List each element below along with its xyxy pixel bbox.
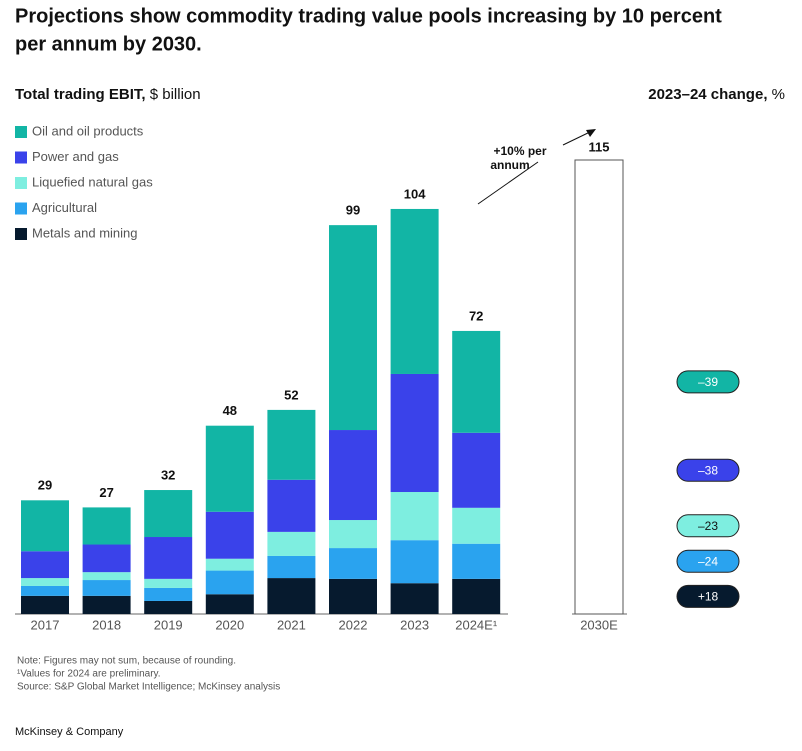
legend-swatch: [15, 126, 27, 138]
bar-segment: [329, 430, 377, 521]
legend-swatch: [15, 202, 27, 215]
bar-segment: [329, 225, 377, 431]
bar-segment: [21, 578, 69, 586]
change-pill: [676, 549, 740, 573]
legend-label: Metals and mining: [32, 225, 138, 240]
bar-segment: [82, 572, 131, 581]
change-pill: [676, 458, 740, 482]
bar-segment: [21, 500, 69, 552]
projection-total: 115: [589, 139, 610, 154]
total-label: 29: [38, 478, 52, 493]
bar-segment: [267, 555, 316, 579]
chart-title: Projections show commodity trading value…: [15, 5, 722, 27]
bar-segment: [21, 551, 69, 579]
bar-segment: [452, 578, 501, 614]
note: Source: S&P Global Market Intelligence; …: [17, 682, 280, 693]
note: Note: Figures may not sum, because of ro…: [17, 656, 236, 667]
note: ¹Values for 2024 are preliminary.: [17, 669, 161, 680]
bar-segment: [21, 595, 69, 614]
bar-segment: [390, 540, 439, 584]
total-label: 104: [404, 186, 426, 201]
bar-segment: [267, 578, 316, 614]
bar-segment: [390, 373, 439, 493]
bar-segment: [452, 507, 501, 544]
y-label-unit: $ billion: [150, 86, 201, 103]
bar-segment: [267, 479, 316, 532]
total-label: 52: [284, 387, 298, 402]
bar-segment: [82, 580, 131, 596]
change-label: –23: [698, 519, 718, 533]
bar-segment: [267, 409, 316, 480]
bar-segment: [205, 511, 254, 559]
x-tick-label: 2030E: [580, 617, 618, 632]
legend-label: Power and gas: [32, 149, 119, 164]
change-header-bold: 2023–24 change,: [648, 86, 767, 103]
bar-segment: [144, 600, 193, 614]
x-tick-label: 2019: [154, 617, 183, 632]
annotation-line: [477, 161, 539, 205]
y-label: Total trading EBIT, $ billion: [15, 86, 201, 103]
total-label: 72: [469, 308, 483, 323]
change-label: –39: [698, 375, 718, 389]
bar-segment: [452, 432, 501, 508]
x-tick-label: 2020: [215, 617, 244, 632]
x-tick-label: 2023: [400, 617, 429, 632]
bar-segment: [82, 507, 131, 545]
x-tick-label: 2018: [92, 617, 121, 632]
arrow-head: [586, 129, 596, 137]
change-pill: [676, 514, 740, 538]
x-tick-label: 2022: [339, 617, 368, 632]
bar-segment: [452, 330, 501, 433]
change-pill: [676, 370, 740, 394]
chart-title: per annum by 2030.: [15, 33, 202, 55]
bar-segment: [329, 578, 377, 614]
legend-swatch: [15, 177, 27, 189]
bar-segment: [21, 585, 69, 596]
bar-segment: [390, 208, 439, 374]
bar-segment: [144, 578, 193, 588]
total-label: 32: [161, 467, 175, 482]
bar-segment: [329, 520, 377, 549]
bar-segment: [144, 490, 193, 538]
bar-segment: [144, 587, 193, 601]
legend-label: Agricultural: [32, 200, 97, 215]
change-label: +18: [698, 590, 719, 604]
bar-segment: [267, 531, 316, 556]
total-label: 48: [223, 403, 237, 418]
annotation-arrow: [562, 130, 593, 146]
projection-bar: [574, 159, 624, 615]
x-tick-label: 2021: [277, 617, 306, 632]
bar-segment: [205, 570, 254, 595]
legend-label: Oil and oil products: [32, 123, 144, 138]
bar-segment: [329, 548, 377, 579]
change-header-unit: %: [772, 86, 785, 103]
total-label: 27: [99, 485, 113, 500]
bar-segment: [144, 537, 193, 579]
bar-segment: [82, 544, 131, 573]
bar-segment: [452, 543, 501, 579]
bar-segment: [205, 594, 254, 614]
change-pill: [676, 584, 740, 608]
annotation: +10% per: [493, 144, 546, 158]
bar-segment: [390, 492, 439, 541]
annotation: annum: [490, 158, 529, 172]
bar-segment: [205, 558, 254, 571]
change-label: –38: [698, 463, 718, 477]
bar-segment: [205, 425, 254, 512]
bar-segment: [390, 583, 439, 614]
footer: McKinsey & Company: [15, 726, 124, 738]
legend-label: Liquefied natural gas: [32, 174, 153, 189]
y-label-bold: Total trading EBIT,: [15, 86, 146, 103]
bar-segment: [82, 595, 131, 614]
legend-swatch: [15, 151, 27, 164]
change-label: –24: [698, 554, 718, 568]
x-tick-label: 2017: [31, 617, 60, 632]
legend-swatch: [15, 228, 27, 240]
x-tick-label: 2024E¹: [455, 617, 498, 632]
total-label: 99: [346, 203, 360, 218]
change-header: 2023–24 change, %: [648, 86, 785, 103]
